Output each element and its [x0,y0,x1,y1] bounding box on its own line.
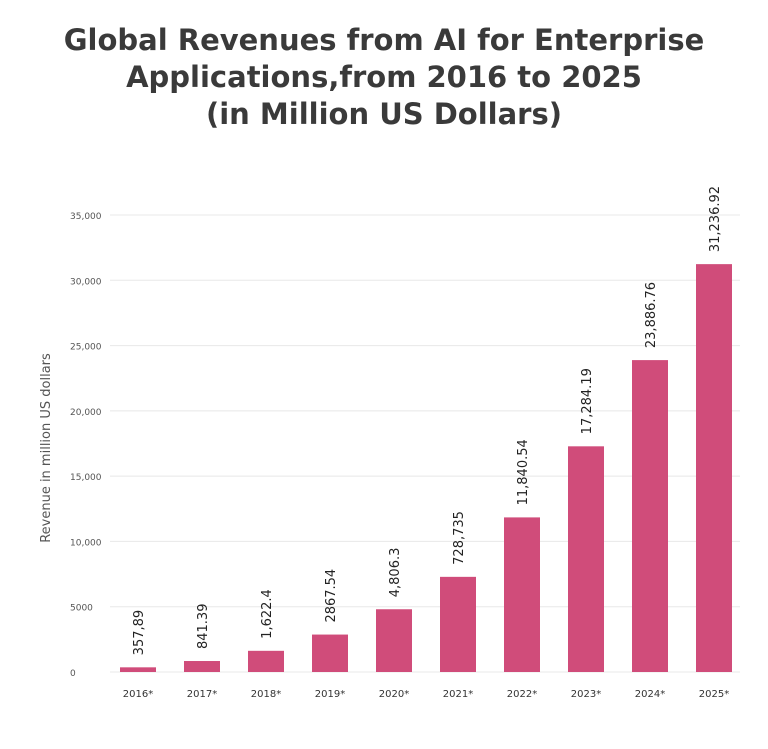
bar [440,576,476,672]
x-tick-label: 2020* [379,689,409,700]
chart-title-line: Applications,from 2016 to 2025 [126,60,642,94]
x-tick-label: 2022* [507,689,537,700]
x-tick-label: 2018* [251,689,281,700]
bar [184,661,220,672]
y-tick-label: 35,000 [70,212,102,222]
y-tick-label: 25,000 [70,343,102,353]
data-label: 4,806.3 [388,548,403,598]
y-tick-label: 30,000 [70,277,102,287]
y-tick-label: 20,000 [70,408,102,418]
x-tick-label: 2016* [123,689,153,700]
data-label: 357,89 [132,610,147,656]
bar [376,609,412,672]
data-label: 1,622.4 [260,589,275,639]
x-tick-label: 2017* [187,689,217,700]
bar [120,667,156,672]
y-tick-label: 0 [70,669,76,679]
bar [568,446,604,672]
bar [312,634,348,672]
y-tick-label: 5000 [70,604,93,614]
x-tick-label: 2025* [699,689,729,700]
bar [504,517,540,672]
data-label: 2867.54 [324,569,339,623]
bar [248,650,284,672]
data-label: 23,886.76 [644,282,659,348]
x-tick-label: 2024* [635,689,665,700]
data-label: 31,236.92 [708,186,723,252]
x-tick-label: 2019* [315,689,345,700]
data-label: 11,840.54 [516,439,531,505]
bar [632,360,668,672]
data-label: 17,284.19 [580,368,595,434]
y-axis-label: Revenue in million US dollars [39,353,54,543]
chart-title: Global Revenues from AI for Enterprise A… [0,22,768,133]
y-tick-label: 15,000 [70,473,102,483]
chart-title-line: (in Million US Dollars) [205,97,562,131]
chart-title-line: Global Revenues from AI for Enterprise [63,23,705,57]
x-tick-label: 2023* [571,689,601,700]
y-tick-label: 10,000 [70,538,102,548]
bar [696,264,732,672]
data-label: 841.39 [196,604,211,650]
x-tick-label: 2021* [443,689,473,700]
data-label: 728,735 [452,511,467,565]
